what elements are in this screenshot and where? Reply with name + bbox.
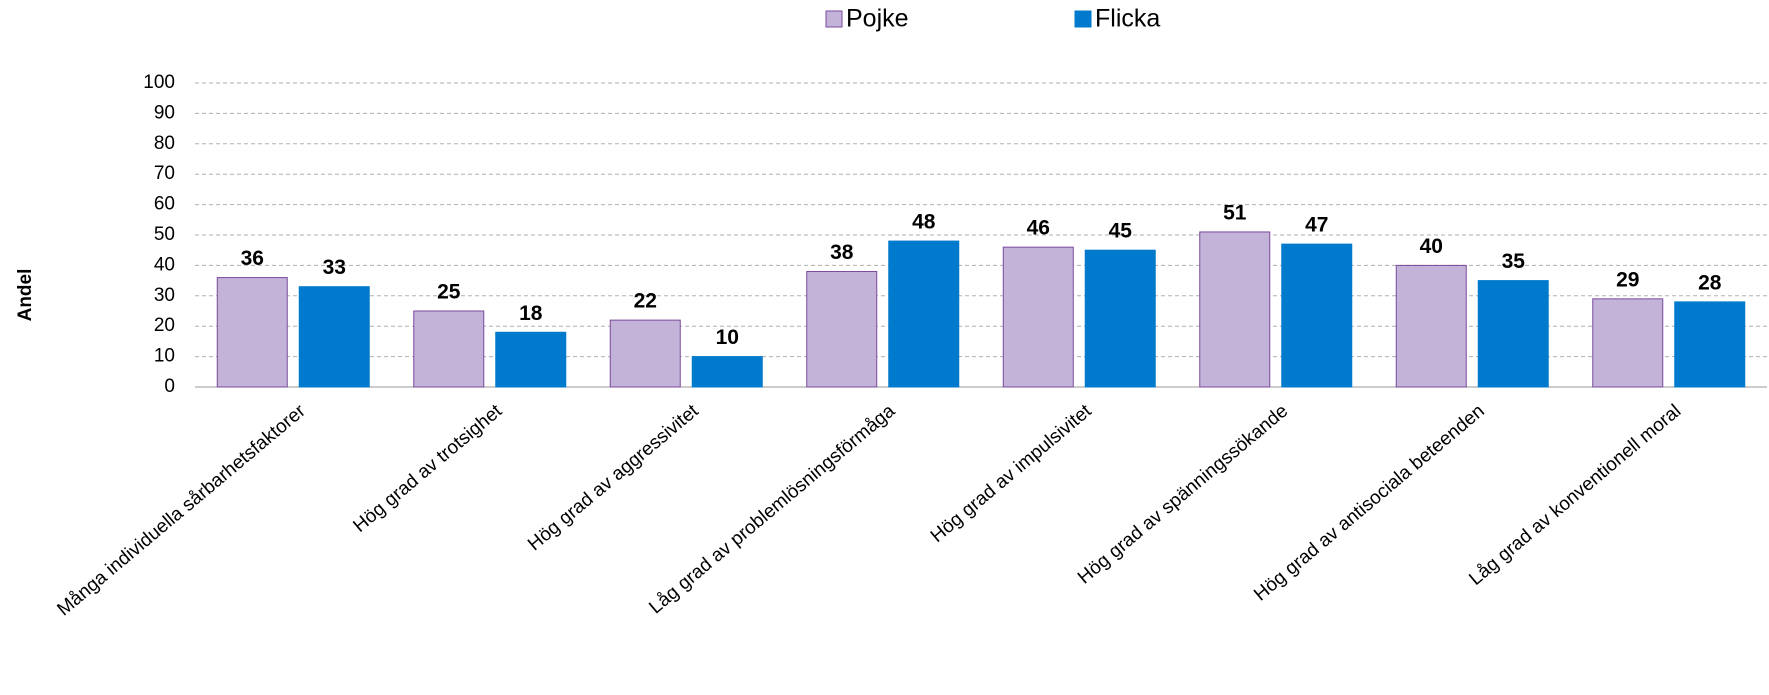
value-label: 46	[1027, 217, 1050, 240]
bar	[1084, 249, 1156, 388]
x-tick-label: Hög grad av trotsighet	[349, 400, 506, 537]
x-tick-label: Hög grad av spänningssökande	[1074, 401, 1292, 589]
x-tick-label: Hög grad av antisociala beteenden	[1250, 401, 1488, 606]
x-tick-label: Hög grad av aggressivitet	[524, 400, 703, 555]
bar	[1592, 298, 1664, 388]
bar	[1199, 231, 1271, 388]
bar	[216, 277, 288, 388]
y-tick-label: 80	[154, 133, 175, 154]
bar	[413, 310, 485, 388]
x-tick-label: Hög grad av impulsivitet	[927, 400, 1096, 547]
y-tick-label: 10	[154, 346, 175, 367]
bar	[1281, 243, 1353, 388]
bar	[298, 286, 370, 388]
x-tick-label: Låg grad av konventionell moral	[1465, 401, 1685, 590]
y-axis-label: Andel	[15, 269, 36, 322]
value-label: 47	[1305, 214, 1328, 237]
legend-label: Pojke	[846, 5, 909, 33]
legend-swatch	[1074, 10, 1092, 28]
bar	[888, 240, 960, 388]
value-label: 10	[716, 326, 739, 349]
x-tick-label: Många individuella sårbarhetsfaktorer	[53, 400, 310, 620]
legend-label: Flicka	[1095, 5, 1160, 33]
y-tick-label: 20	[154, 315, 175, 336]
y-tick-label: 50	[154, 224, 175, 245]
bar	[1477, 280, 1549, 388]
bar	[609, 319, 681, 388]
value-label: 35	[1502, 250, 1526, 273]
value-label: 48	[912, 211, 936, 234]
value-label: 28	[1698, 271, 1722, 294]
y-tick-label: 60	[154, 194, 175, 215]
y-tick-label: 0	[164, 376, 175, 397]
value-label: 33	[323, 256, 346, 279]
x-tick-label: Låg grad av problemlösningsförmåga	[645, 400, 899, 618]
value-label: 36	[241, 247, 264, 270]
value-label: 22	[634, 290, 657, 313]
bar	[1002, 246, 1074, 388]
bar	[1395, 264, 1467, 388]
y-tick-label: 70	[154, 163, 175, 184]
value-label: 38	[830, 241, 854, 264]
value-label: 18	[519, 302, 543, 325]
y-tick-label: 40	[154, 254, 175, 275]
value-label: 29	[1616, 268, 1639, 291]
legend-swatch	[825, 10, 843, 28]
y-tick-label: 90	[154, 102, 175, 123]
y-tick-label: 100	[143, 72, 175, 93]
bar	[495, 331, 567, 388]
bar	[691, 356, 763, 388]
bar	[1674, 301, 1746, 388]
value-label: 45	[1109, 220, 1133, 243]
y-tick-label: 30	[154, 285, 175, 306]
bar	[806, 270, 878, 388]
value-label: 51	[1223, 202, 1247, 225]
value-label: 40	[1420, 235, 1443, 258]
value-label: 25	[437, 281, 461, 304]
